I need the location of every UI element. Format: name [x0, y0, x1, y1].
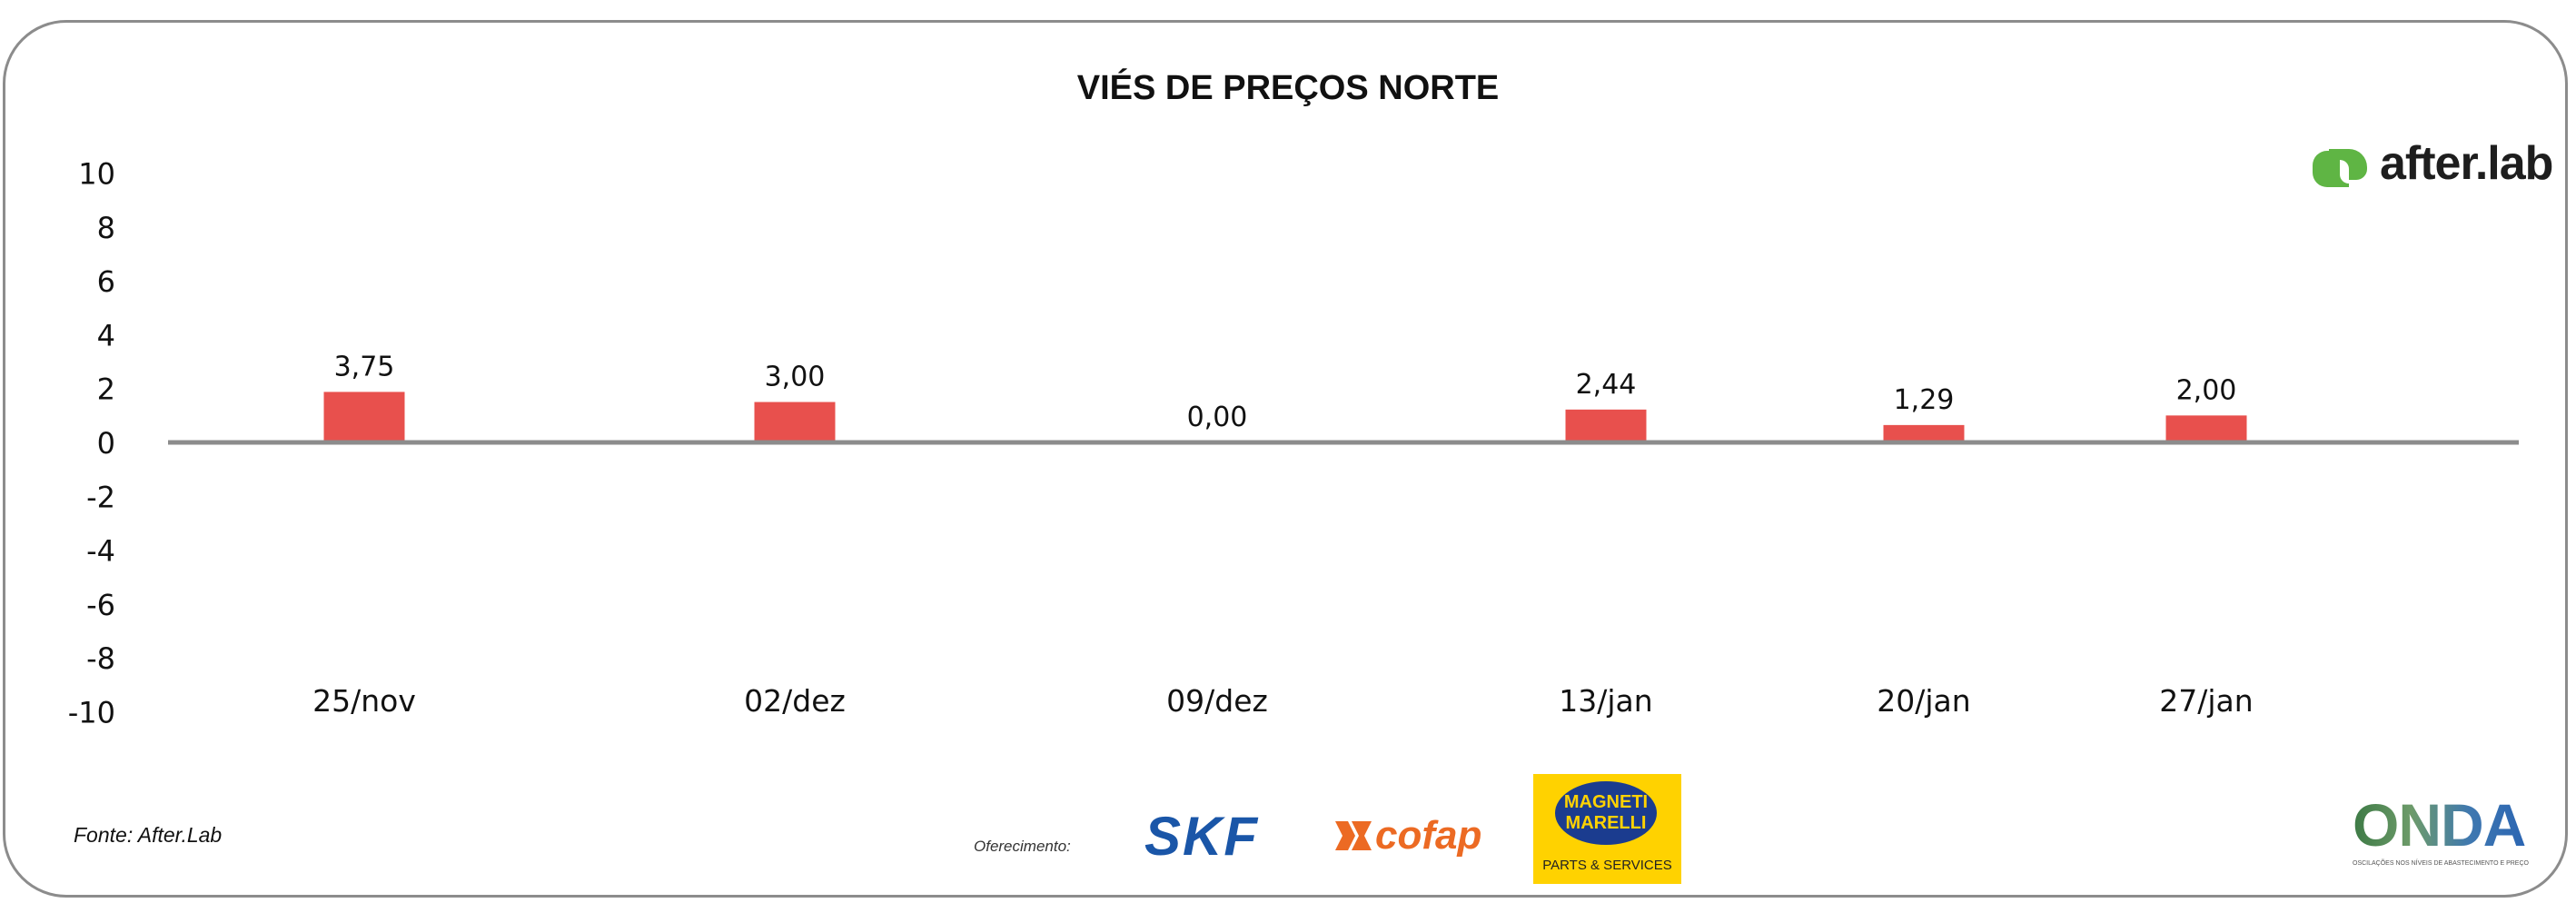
y-tick-label: 0 — [97, 426, 115, 461]
chart-title: VIÉS DE PREÇOS NORTE — [1076, 69, 1500, 107]
y-tick-label: -6 — [86, 588, 115, 622]
x-tick-label: 20/jan — [1877, 683, 1970, 719]
source-note: Fonte: After.Lab — [74, 823, 223, 847]
chart-frame — [3, 20, 2568, 898]
y-tick-label: 2 — [97, 372, 115, 407]
data-label: 3,75 — [334, 351, 395, 382]
x-tick-label: 02/dez — [744, 683, 846, 719]
bar — [1565, 409, 1647, 442]
x-tick-label: 25/nov — [312, 683, 416, 719]
y-tick-label: 8 — [97, 211, 115, 245]
onda-logo: ONDA OSCILAÇÕES NOS NÍVEIS DE ABASTECIME… — [2353, 791, 2529, 867]
x-tick-label: 13/jan — [1559, 683, 1652, 719]
y-tick-label: -10 — [68, 696, 115, 730]
y-tick-label: -4 — [86, 534, 115, 569]
bar — [1883, 424, 1965, 442]
data-label: 3,00 — [765, 362, 826, 393]
cofap-logo: cofap — [1335, 814, 1481, 858]
y-tick-label: 6 — [97, 264, 115, 299]
afterlab-logo-text: after.lab — [2380, 137, 2553, 190]
y-tick-label: -8 — [86, 641, 115, 676]
data-label: 2,00 — [2176, 374, 2237, 406]
afterlab-logo: after.lab — [2307, 136, 2553, 191]
data-label: 1,29 — [1894, 384, 1955, 416]
sponsor-label: Oferecimento: — [974, 838, 1071, 855]
x-tick-label: 09/dez — [1166, 683, 1268, 719]
afterlab-leaf-icon — [2313, 149, 2367, 187]
x-tick-label: 27/jan — [2159, 683, 2253, 719]
y-tick-label: -2 — [86, 480, 115, 514]
skf-logo: SKF — [1144, 806, 1259, 867]
bar — [754, 402, 836, 442]
magneti-marelli-logo: MAGNETI MARELLI PARTS & SERVICES — [1533, 774, 1681, 884]
bar — [323, 392, 405, 442]
data-label: 2,44 — [1576, 369, 1637, 401]
y-tick-label: 4 — [97, 318, 115, 352]
cofap-x-icon — [1335, 821, 1372, 850]
bar — [2165, 415, 2247, 442]
y-tick-label: 10 — [78, 157, 115, 192]
data-label: 0,00 — [1187, 402, 1248, 433]
